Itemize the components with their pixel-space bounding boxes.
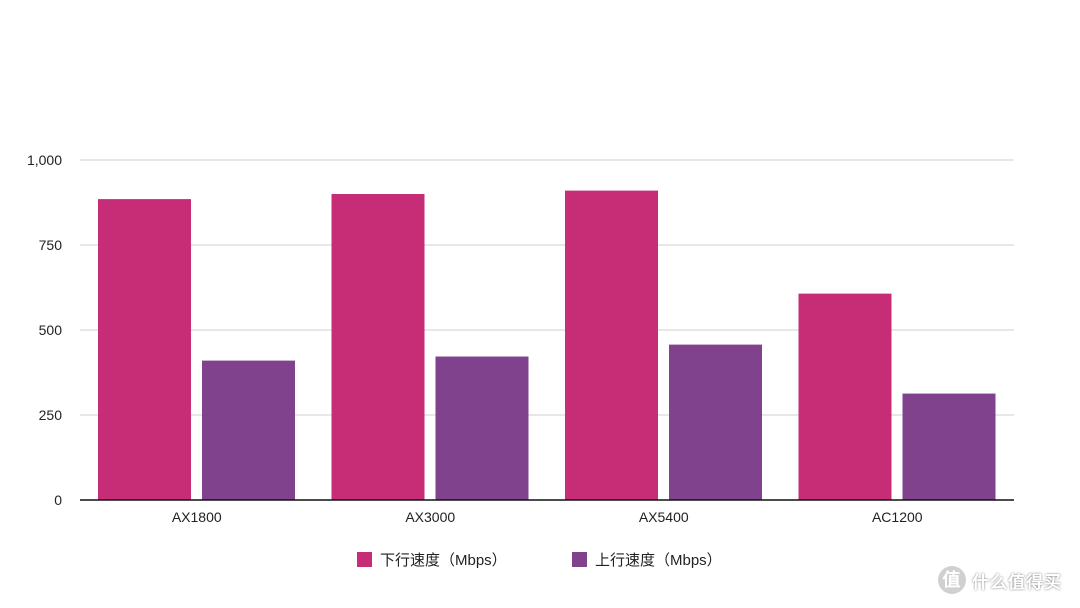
x-axis-ticks: AX1800 AX3000 AX5400 AC1200 [172, 509, 923, 525]
y-tick-label: 250 [39, 407, 63, 423]
x-tick-label: AX1800 [172, 509, 222, 525]
y-tick-label: 0 [54, 492, 62, 508]
legend-label-upload: 上行速度（Mbps） [595, 552, 722, 569]
legend-label-download: 下行速度（Mbps） [380, 552, 507, 569]
bar-download-ax3000 [331, 194, 425, 500]
y-tick-label: 500 [39, 322, 63, 338]
watermark-text: 什么值得买 [972, 572, 1062, 592]
x-tick-label: AC1200 [872, 509, 923, 525]
y-tick-label: 750 [39, 237, 63, 253]
bar-upload-ax1800 [202, 360, 295, 500]
x-tick-label: AX3000 [405, 509, 455, 525]
bar-upload-ac1200 [902, 393, 996, 500]
watermark: 值 什么值得买 [938, 566, 1062, 594]
bars [98, 190, 996, 500]
bar-download-ac1200 [798, 293, 892, 500]
x-tick-label: AX5400 [639, 509, 689, 525]
bar-upload-ax3000 [435, 356, 529, 500]
legend-item-download: 下行速度（Mbps） [357, 549, 507, 570]
bar-download-ax1800 [98, 199, 191, 500]
legend: 下行速度（Mbps） 上行速度（Mbps） [0, 549, 1080, 573]
y-axis-ticks: 0 250 500 750 1,000 [27, 152, 62, 508]
legend-swatch-upload [572, 552, 587, 567]
bar-chart: 0 250 500 750 1,000 AX1800 AX3000 AX5400 AC1200 [27, 152, 1014, 525]
bar-upload-ax5400 [669, 344, 762, 500]
legend-item-upload: 上行速度（Mbps） [572, 549, 722, 570]
watermark-logo-icon: 值 [938, 566, 966, 594]
legend-swatch-download [357, 552, 372, 567]
y-tick-label: 1,000 [27, 152, 62, 168]
bar-download-ax5400 [565, 190, 658, 500]
